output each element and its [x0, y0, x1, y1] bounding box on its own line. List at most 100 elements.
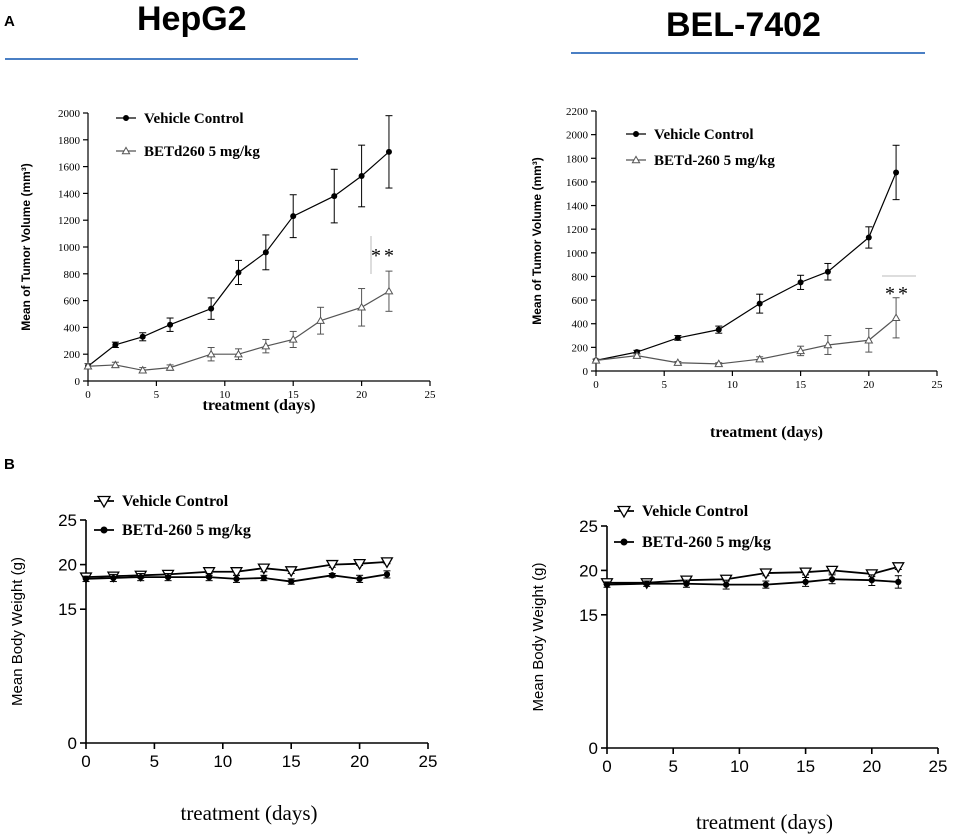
data-point [895, 578, 902, 586]
data-point [353, 559, 367, 571]
data-point [380, 557, 394, 569]
y-axis-label: Mean Body Weight (g) [530, 563, 547, 712]
legend-entry-1: BETd260 5 mg/kg [116, 144, 260, 160]
y-tick-label: 800 [572, 271, 589, 283]
legend-marker [616, 505, 632, 519]
y-tick-label: 2000 [58, 108, 81, 120]
data-point [257, 563, 271, 575]
data-point [868, 577, 875, 584]
x-tick-label: 25 [425, 389, 437, 401]
data-point [762, 581, 770, 588]
panel-label-a: A [4, 13, 15, 30]
y-tick-label: 0 [589, 739, 598, 758]
x-tick-label: 10 [730, 757, 749, 776]
x-tick-label: 20 [356, 389, 368, 401]
x-tick-label: 0 [85, 389, 91, 401]
data-point [358, 172, 365, 179]
data-point [137, 573, 144, 581]
legend-marker [121, 146, 131, 155]
legend-entry-0: Vehicle Control [116, 111, 244, 127]
y-tick-label: 25 [58, 511, 77, 530]
data-point [262, 249, 269, 256]
x-axis-label: treatment (days) [710, 424, 823, 441]
data-point [284, 566, 298, 578]
y-tick-label: 0 [583, 366, 589, 378]
legend-label: BETd260 5 mg/kg [144, 144, 260, 160]
y-tick-label: 15 [58, 600, 77, 619]
data-point [891, 313, 901, 322]
series-line [595, 317, 897, 365]
data-point [260, 574, 267, 582]
data-point [206, 349, 216, 358]
series-1 [82, 570, 391, 585]
data-point [864, 335, 874, 344]
series-1 [83, 270, 394, 374]
y-tick-label: 600 [572, 295, 589, 307]
data-point [796, 346, 806, 355]
y-tick-label: 1000 [566, 248, 589, 260]
data-point [110, 574, 117, 582]
legend-label: Vehicle Control [122, 493, 229, 510]
legend-entry-1: BETd-260 5 mg/kg [626, 153, 775, 169]
legend-entry-0: Vehicle Control [614, 503, 749, 520]
x-tick-label: 10 [727, 379, 739, 391]
data-point [759, 568, 773, 580]
data-point [316, 316, 326, 324]
legend-marker [123, 115, 129, 121]
y-axis-label: Mean of Tumor Volume (mm³) [530, 157, 544, 325]
legend-entry-1: BETd-260 5 mg/kg [94, 522, 251, 539]
y-tick-label: 400 [572, 319, 589, 331]
x-tick-label: 10 [219, 389, 231, 401]
series-line [595, 172, 897, 361]
data-point [797, 279, 804, 286]
legend-marker [633, 131, 639, 137]
x-tick-label: 5 [661, 379, 667, 391]
data-point [715, 326, 722, 333]
significance-marker: ** [885, 283, 911, 305]
y-tick-label: 2200 [566, 106, 589, 118]
data-point [205, 573, 213, 581]
legend-label: Vehicle Control [654, 127, 754, 143]
data-point [714, 359, 724, 368]
data-point [229, 567, 244, 579]
legend-entry-0: Vehicle Control [94, 493, 229, 510]
cell-title-hepg2: HepG2 [137, 0, 247, 38]
data-point [164, 573, 172, 581]
x-tick-label: 15 [796, 757, 815, 776]
data-point [234, 349, 243, 358]
series-1 [591, 297, 901, 368]
data-point [891, 562, 905, 574]
data-point [110, 360, 120, 369]
x-tick-label: 15 [795, 379, 807, 391]
y-tick-label: 800 [64, 269, 81, 281]
data-point [384, 286, 394, 295]
y-tick-label: 15 [579, 606, 598, 625]
legend-entry-0: Vehicle Control [626, 127, 754, 143]
data-point [383, 571, 391, 578]
y-tick-label: 1800 [566, 153, 589, 165]
legend-label: BETd-260 5 mg/kg [642, 534, 771, 551]
chart-a_bel: 0 5 10 15 20 25 0 200 400 600 800 1000 1200 1400 1600 1… [530, 106, 943, 441]
data-point [331, 193, 338, 200]
x-tick-label: 5 [668, 757, 677, 776]
data-point [603, 581, 611, 588]
y-tick-label: 1200 [58, 215, 81, 227]
legend-marker [100, 526, 108, 534]
series-line [87, 151, 390, 367]
legend-label: Vehicle Control [144, 111, 244, 127]
data-point [591, 355, 601, 364]
data-point [329, 572, 336, 579]
y-tick-label: 1800 [58, 135, 81, 147]
y-tick-label: 0 [68, 734, 77, 753]
y-tick-label: 0 [75, 376, 81, 388]
x-tick-label: 0 [602, 757, 611, 776]
significance-marker: ** [371, 245, 397, 267]
data-point [82, 575, 90, 583]
series-0 [84, 115, 393, 370]
data-point [865, 234, 872, 241]
data-point [823, 340, 833, 349]
data-point [235, 269, 242, 276]
data-point [723, 581, 730, 588]
data-point [139, 333, 146, 340]
chart-b_hepg2: 0 5 10 15 20 25 0 15 20 25 treatment (days) Mean Bo… [9, 493, 437, 825]
